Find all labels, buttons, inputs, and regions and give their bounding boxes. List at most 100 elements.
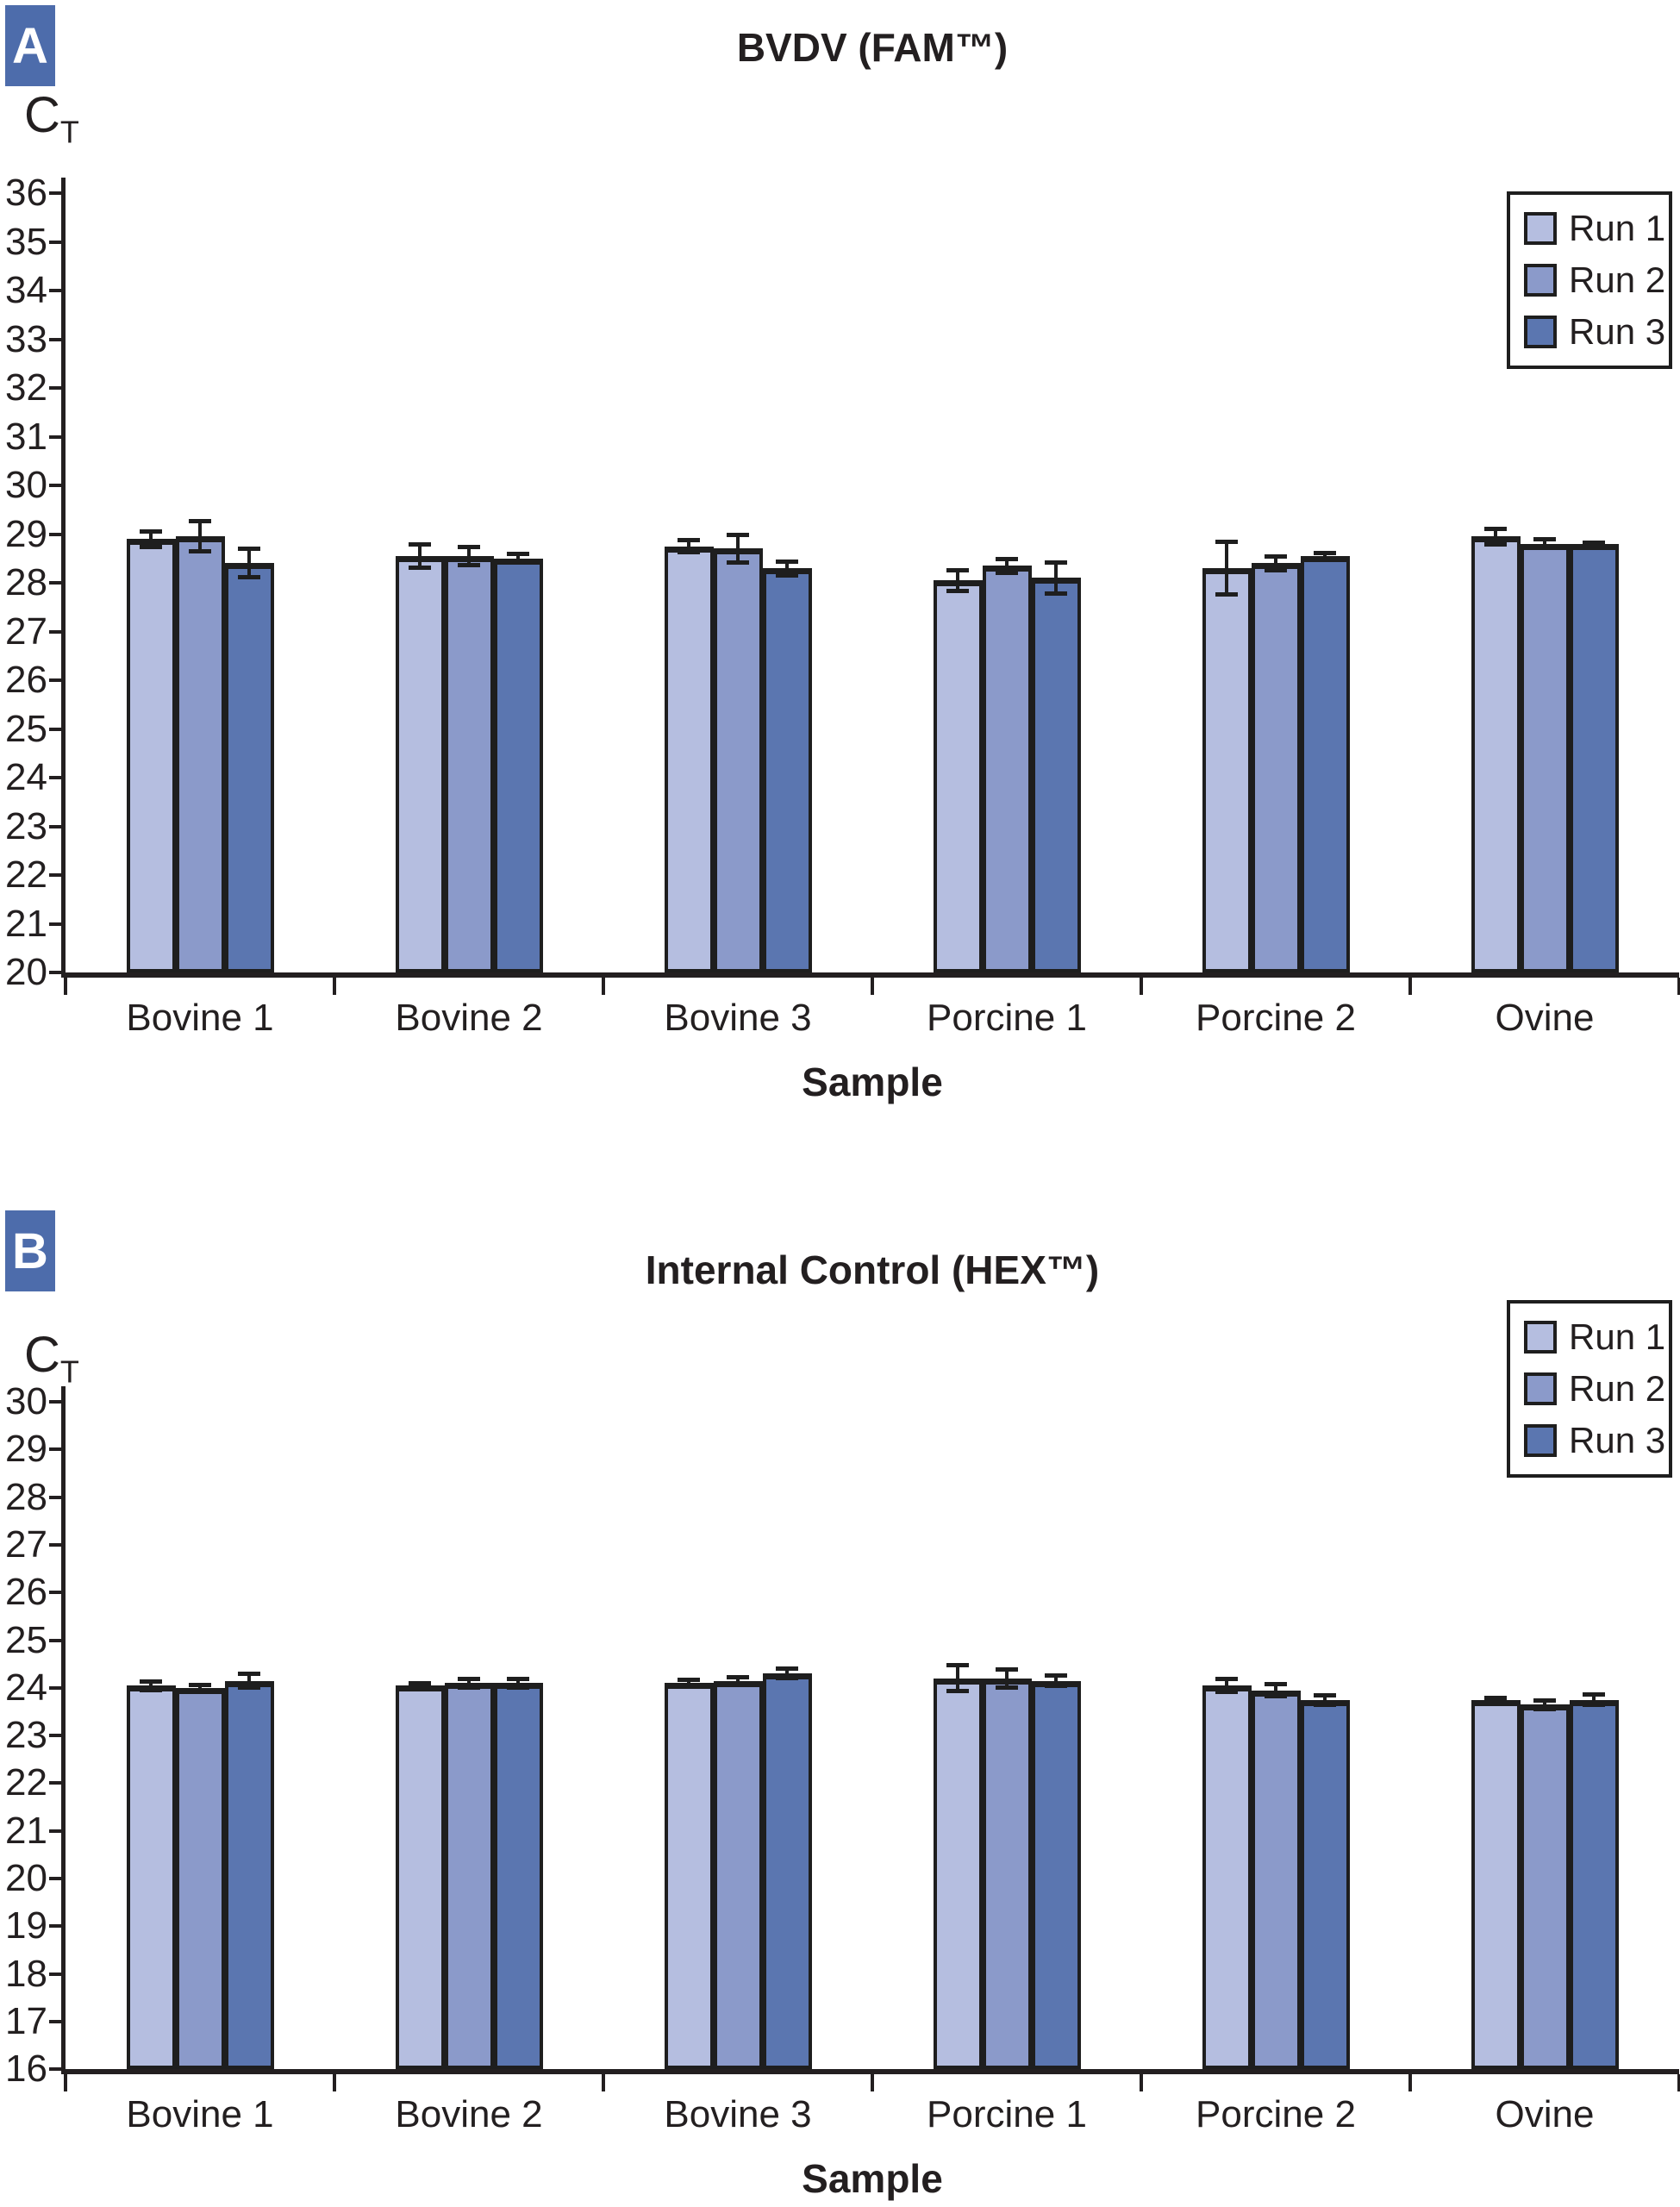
error-bar-cap (189, 1682, 211, 1687)
error-bar-cap (996, 570, 1018, 575)
error-bar-cap (1533, 1697, 1556, 1703)
error-bar-cap (140, 528, 162, 534)
ct-main: C (24, 1327, 60, 1383)
bar (493, 1683, 543, 2070)
bar (933, 580, 983, 972)
y-tick-label: 35 (5, 220, 47, 263)
bar (395, 555, 445, 972)
legend-row: Run 1 (1524, 1319, 1669, 1355)
y-tick-label: 27 (5, 610, 47, 653)
y-tick (49, 873, 61, 877)
legend-row: Run 1 (1524, 210, 1669, 247)
error-bar-cap (1265, 1681, 1287, 1686)
error-bar-cap (189, 549, 211, 554)
legend-label: Run 3 (1569, 311, 1666, 352)
y-tick-label: 23 (5, 804, 47, 847)
panel-a-title: BVDV (FAM™) (736, 25, 1009, 70)
panel-a-x-axis-title: Sample (802, 1060, 943, 1104)
y-tick (49, 2067, 61, 2072)
error-bar-line (1543, 1699, 1546, 1710)
panel-a-plot: 20 21 22 23 24 25 26 27 28 29 30 31 32 33 34 35 36 Bovine… (5, 172, 1680, 1039)
legend-row: Run 3 (1524, 1422, 1669, 1459)
error-bar-cap (507, 560, 529, 566)
x-tick (1408, 978, 1412, 995)
error-bar-cap (238, 1672, 260, 1677)
error-bar-cap (678, 549, 700, 554)
y-tick (49, 1638, 61, 1642)
error-bar-cap (996, 556, 1018, 561)
error-bar-line (1323, 1694, 1327, 1705)
error-bar-line (785, 1668, 789, 1679)
panel-a-legend: Run 1 Run 2 Run 3 (1507, 191, 1672, 369)
y-tick-label: 20 (5, 951, 47, 993)
legend-swatch (1524, 1424, 1557, 1457)
x-category-label: Bovine 1 (126, 997, 274, 1039)
bar (224, 563, 274, 972)
x-tick (1677, 978, 1680, 995)
error-bar-cap (507, 552, 529, 557)
error-bar-cap (1533, 1706, 1556, 1711)
bar (762, 1673, 812, 2070)
x-category-label: Porcine 2 (1196, 2093, 1356, 2136)
panel-b-x-axis-title: Sample (802, 2156, 943, 2201)
x-tick (333, 978, 336, 995)
y-tick (49, 1542, 61, 1547)
y-tick-label: 36 (5, 172, 47, 214)
bar (444, 1683, 494, 2070)
bar (126, 1685, 176, 2070)
legend-row: Run 3 (1524, 314, 1669, 350)
bar (762, 568, 812, 972)
bar (713, 1680, 763, 2070)
bar (1520, 543, 1570, 972)
y-tick (49, 1591, 61, 1595)
error-bar-cap (1314, 556, 1336, 561)
panel-b-title: Internal Control (HEX™) (645, 1247, 1100, 1292)
bar (126, 539, 176, 972)
legend-swatch (1524, 264, 1557, 297)
panel-a: A BVDV (FAM™) CT 20 21 22 23 24 25 26 27 28 29 30 3… (5, 5, 1680, 1104)
x-category-label: Porcine 1 (927, 997, 1087, 1039)
y-tick-label: 34 (5, 269, 47, 311)
x-category-label: Bovine 3 (664, 2093, 812, 2136)
y-axis-line (61, 1386, 66, 2075)
error-bar-cap (1583, 1691, 1605, 1697)
error-bar-cap (238, 1685, 260, 1690)
y-tick (49, 1877, 61, 1880)
ct-sub: T (59, 1354, 79, 1390)
error-bar-cap (140, 1679, 162, 1684)
y-tick (49, 1685, 61, 1690)
x-tick (871, 978, 874, 995)
error-bar-cap (458, 1676, 480, 1681)
y-tick-label: 20 (5, 1857, 47, 1899)
y-tick (49, 581, 61, 585)
x-tick (602, 978, 605, 995)
error-bar-cap (1215, 1690, 1238, 1695)
error-bar-cap (458, 1685, 480, 1690)
error-bar-cap (996, 1685, 1018, 1690)
panel-b: B Internal Control (HEX™) CT 16 17 18 19 20 2… (0, 1172, 1680, 2207)
y-tick-label: 22 (5, 853, 47, 896)
y-tick (49, 191, 61, 195)
legend-label: Run 1 (1569, 1316, 1666, 1357)
ct-main: C (24, 87, 60, 143)
bar (1569, 1699, 1619, 2070)
error-bar-cap (727, 532, 749, 537)
y-tick-label: 19 (5, 1904, 47, 1948)
x-tick (871, 2074, 874, 2092)
x-tick (1140, 978, 1143, 995)
y-tick-label: 21 (5, 1809, 47, 1852)
error-bar-line (467, 546, 471, 566)
y-tick (49, 289, 61, 292)
bar (175, 1687, 225, 2070)
y-tick (49, 484, 61, 487)
y-tick (49, 1924, 61, 1929)
error-bar-cap (458, 544, 480, 549)
y-tick-label: 32 (5, 366, 47, 409)
x-category-label: Porcine 2 (1196, 997, 1356, 1039)
bar (1031, 578, 1081, 972)
legend-row: Run 2 (1524, 1371, 1669, 1407)
error-bar-cap (776, 1676, 798, 1681)
error-bar-line (1494, 528, 1497, 545)
error-bar-cap (1533, 546, 1556, 551)
